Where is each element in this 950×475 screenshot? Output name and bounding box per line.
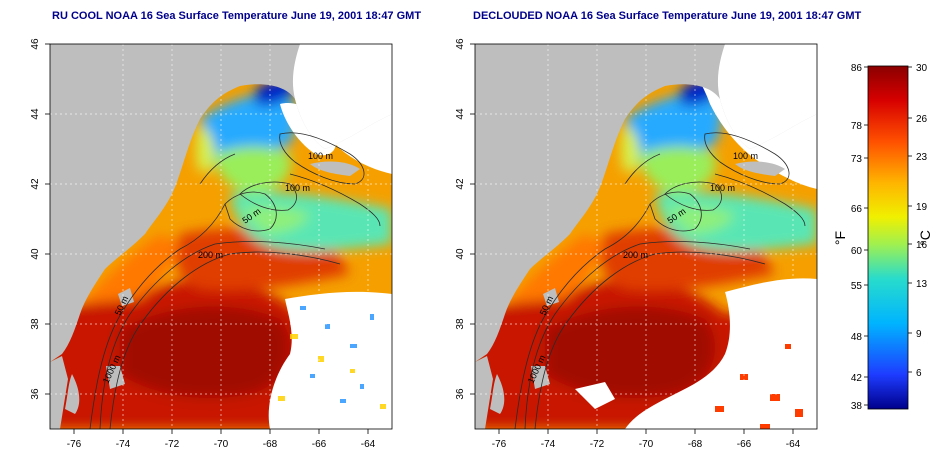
- x-tick-label: -76: [67, 439, 82, 450]
- y-tick-label: 36: [455, 388, 466, 400]
- y-tick-label: 38: [455, 318, 466, 330]
- left-map-panel: 100 m 100 m 50 m 200 m 50 m 1000 m: [49, 43, 393, 430]
- colorbar-c-tick: 9: [916, 329, 922, 340]
- y-tick-label: 46: [30, 38, 41, 50]
- x-tick-label: -70: [639, 439, 654, 450]
- contour-label: 100 m: [733, 151, 758, 161]
- y-tick-label: 40: [455, 248, 466, 260]
- contour-label: 100 m: [285, 183, 310, 193]
- colorbar: 86 78 73 66 60 55 48 42 38 30 26 23 19 1…: [832, 63, 933, 412]
- x-tick-label: -74: [116, 439, 131, 450]
- left-axes: -76 -74 -72 -70 -68 -66 -64 46 44 42 40 …: [30, 38, 376, 450]
- x-tick-label: -74: [541, 439, 556, 450]
- colorbar-f-tick: 60: [851, 246, 863, 257]
- x-tick-label: -66: [312, 439, 327, 450]
- colorbar-c-label: °C: [917, 230, 933, 246]
- colorbar-f-tick: 55: [851, 281, 863, 292]
- colorbar-c-tick: 26: [916, 114, 928, 125]
- x-tick-label: -72: [590, 439, 605, 450]
- colorbar-f-tick: 48: [851, 332, 863, 343]
- contour-label: 100 m: [710, 183, 735, 193]
- y-tick-label: 42: [455, 178, 466, 190]
- left-panel-title: RU COOL NOAA 16 Sea Surface Temperature …: [52, 10, 422, 22]
- colorbar-c-tick: 30: [916, 63, 928, 74]
- colorbar-f-tick: 38: [851, 401, 863, 412]
- x-tick-label: -66: [737, 439, 752, 450]
- colorbar-f-tick: 42: [851, 373, 863, 384]
- contour-label: 200 m: [198, 250, 223, 260]
- x-tick-label: -70: [214, 439, 229, 450]
- contour-label: 100 m: [308, 151, 333, 161]
- x-tick-label: -68: [263, 439, 278, 450]
- right-axes: -76 -74 -72 -70 -68 -66 -64 46 44 42 40 …: [455, 38, 801, 450]
- colorbar-f-tick: 73: [851, 154, 863, 165]
- colorbar-scale: [867, 65, 909, 410]
- colorbar-f-tick: 66: [851, 204, 863, 215]
- y-tick-label: 36: [30, 388, 41, 400]
- colorbar-c-tick: 19: [916, 202, 928, 213]
- colorbar-f-tick: 86: [851, 63, 863, 74]
- colorbar-c-tick: 6: [916, 368, 922, 379]
- y-tick-label: 40: [30, 248, 41, 260]
- colorbar-c-tick: 23: [916, 152, 928, 163]
- y-tick-label: 44: [455, 108, 466, 120]
- colorbar-f-label: °F: [832, 231, 848, 245]
- x-tick-label: -68: [688, 439, 703, 450]
- y-tick-label: 46: [455, 38, 466, 50]
- y-tick-label: 38: [30, 318, 41, 330]
- x-tick-label: -72: [165, 439, 180, 450]
- y-tick-label: 42: [30, 178, 41, 190]
- colorbar-c-tick: 13: [916, 279, 928, 290]
- colorbar-f-tick: 78: [851, 121, 863, 132]
- colorbar-c-tick: 16: [916, 240, 928, 251]
- x-tick-label: -76: [492, 439, 507, 450]
- y-tick-label: 44: [30, 108, 41, 120]
- right-map-panel: 100 m 100 m 50 m 200 m 50 m 1000 m: [474, 43, 818, 430]
- x-tick-label: -64: [361, 439, 376, 450]
- contour-label: 200 m: [623, 250, 648, 260]
- right-panel-title: DECLOUDED NOAA 16 Sea Surface Temperatur…: [473, 10, 862, 22]
- x-tick-label: -64: [786, 439, 801, 450]
